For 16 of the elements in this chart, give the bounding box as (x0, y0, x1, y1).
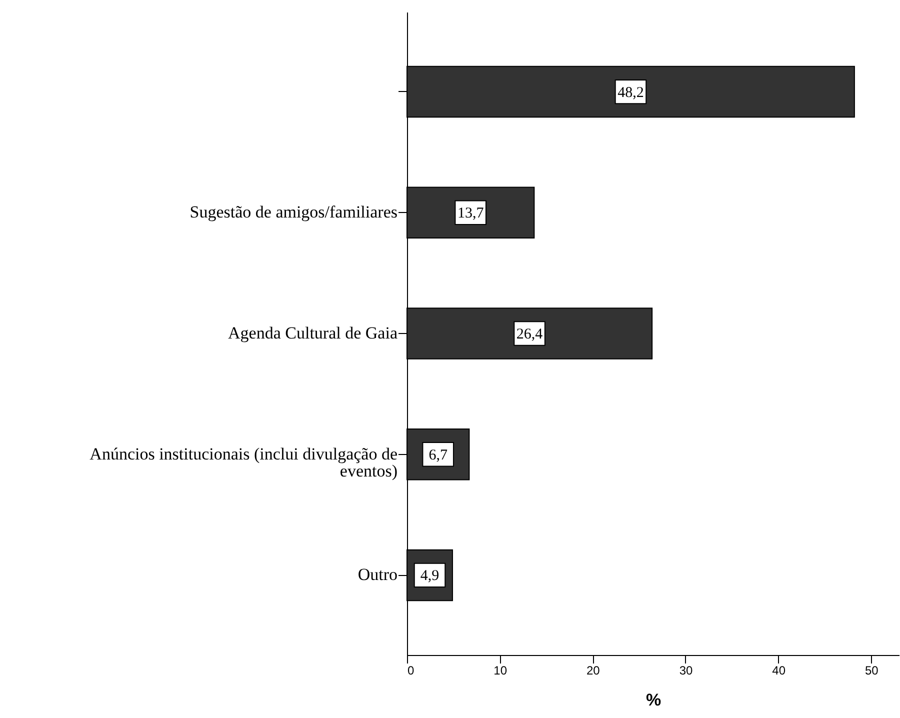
x-tick-label: 10 (494, 664, 508, 678)
x-tick-label: 40 (772, 664, 786, 678)
x-tick-label: 20 (586, 664, 600, 678)
data-label: 13,7 (457, 206, 484, 222)
x-tick-label: 0 (408, 664, 414, 678)
x-tick-label: 50 (864, 664, 879, 678)
data-label: 26,4 (516, 326, 544, 342)
y-tick-label: Outro (358, 565, 398, 584)
data-label: 4,9 (420, 568, 440, 584)
data-label: 48,2 (618, 84, 644, 101)
x-axis-title: % (646, 690, 662, 710)
y-tick-label: Sugestão de amigos/familiares (190, 202, 398, 222)
y-tick-label: Anúncios institucionais (inclui divulgação de eventos) (90, 444, 398, 480)
x-tick-label: 30 (679, 664, 693, 678)
data-label: 6,7 (428, 447, 448, 464)
y-tick-label: Agenda Cultural de Gaia (228, 324, 398, 342)
